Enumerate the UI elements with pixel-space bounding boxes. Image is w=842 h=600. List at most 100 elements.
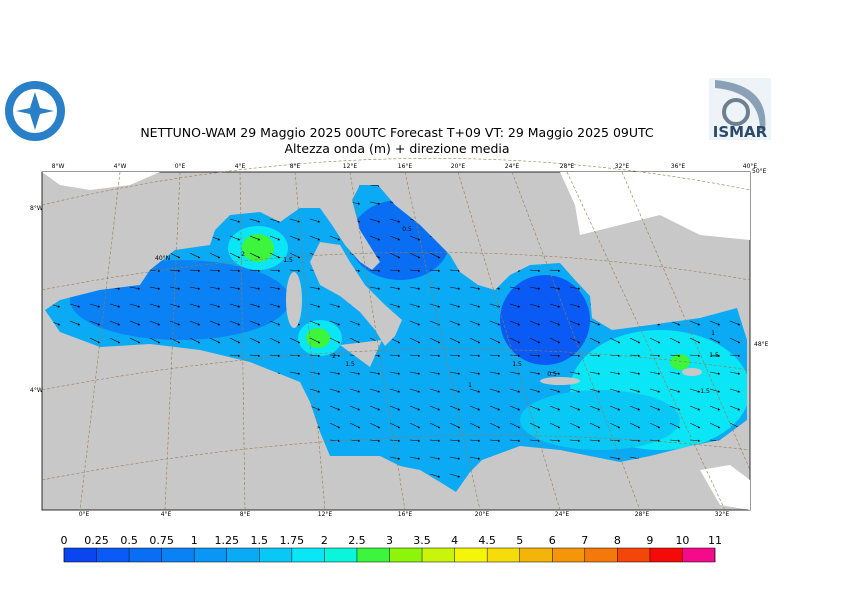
direction-arrow bbox=[129, 286, 141, 290]
lat-label: 4°W bbox=[30, 387, 43, 394]
direction-arrow bbox=[429, 439, 441, 442]
direction-arrow bbox=[329, 337, 341, 344]
colorbar-label: 11 bbox=[708, 534, 722, 547]
direction-arrow bbox=[269, 354, 281, 357]
direction-arrow bbox=[529, 439, 541, 442]
right-logo: ISMAR bbox=[709, 78, 771, 141]
direction-arrow bbox=[249, 303, 261, 308]
direction-arrow bbox=[449, 371, 461, 375]
direction-arrow bbox=[189, 320, 201, 326]
direction-arrow bbox=[529, 405, 541, 411]
direction-arrow bbox=[129, 320, 141, 326]
lon-label: 16°E bbox=[398, 511, 413, 518]
direction-arrow bbox=[369, 185, 381, 187]
direction-arrow bbox=[489, 405, 501, 411]
direction-arrow bbox=[449, 320, 461, 326]
direction-arrow bbox=[689, 337, 701, 344]
subtitle: Altezza onda (m) + direzione media bbox=[284, 141, 509, 156]
direction-arrow bbox=[149, 320, 161, 326]
direction-arrow bbox=[389, 269, 401, 272]
title: NETTUNO-WAM 29 Maggio 2025 00UTC Forecas… bbox=[140, 125, 654, 140]
lon-label: 0°E bbox=[79, 511, 90, 518]
direction-arrow bbox=[429, 286, 441, 290]
direction-arrow bbox=[289, 269, 301, 272]
direction-arrow bbox=[609, 388, 621, 393]
direction-arrow bbox=[269, 337, 281, 344]
direction-arrow bbox=[529, 354, 541, 357]
direction-arrow bbox=[709, 337, 721, 344]
colorbar-label: 0.75 bbox=[149, 534, 174, 547]
lon-label: 36°E bbox=[671, 163, 686, 170]
direction-arrow bbox=[409, 422, 421, 429]
direction-arrow bbox=[649, 337, 661, 344]
direction-arrow bbox=[649, 405, 661, 411]
direction-arrow bbox=[529, 303, 541, 308]
direction-arrow bbox=[629, 439, 641, 442]
direction-arrow bbox=[529, 320, 541, 326]
colorbar-label: 3 bbox=[386, 534, 393, 547]
direction-arrow bbox=[409, 405, 421, 411]
contour-label: 2 bbox=[241, 251, 245, 258]
direction-arrow bbox=[469, 388, 481, 393]
direction-arrow bbox=[629, 371, 641, 375]
direction-arrow bbox=[649, 439, 661, 442]
contour-label: 1 bbox=[711, 330, 715, 337]
direction-arrow bbox=[689, 320, 701, 326]
direction-arrow bbox=[229, 286, 241, 290]
direction-arrow bbox=[569, 371, 581, 375]
direction-arrow bbox=[609, 422, 621, 429]
direction-arrow bbox=[509, 388, 521, 393]
direction-arrow bbox=[309, 286, 321, 290]
lon-label: 24°E bbox=[555, 511, 570, 518]
direction-arrow bbox=[509, 320, 521, 326]
contour-label: 1 bbox=[468, 382, 472, 389]
direction-arrow bbox=[549, 371, 561, 375]
direction-arrow bbox=[389, 252, 401, 259]
direction-arrow bbox=[329, 303, 341, 308]
colorbar-label: 4 bbox=[451, 534, 458, 547]
direction-arrow bbox=[449, 422, 461, 429]
direction-arrow bbox=[409, 269, 421, 272]
direction-arrow bbox=[589, 422, 601, 429]
direction-arrow bbox=[249, 218, 261, 223]
direction-arrow bbox=[189, 252, 201, 259]
direction-arrow bbox=[589, 371, 601, 375]
direction-arrow bbox=[149, 286, 161, 290]
direction-arrow bbox=[529, 371, 541, 375]
contour-label: 1.5 bbox=[700, 388, 710, 395]
direction-arrow bbox=[469, 337, 481, 344]
direction-arrow bbox=[729, 371, 741, 375]
colorbar-box bbox=[487, 548, 520, 562]
direction-arrow bbox=[629, 337, 641, 344]
direction-arrow bbox=[409, 354, 421, 357]
direction-arrow bbox=[449, 303, 461, 308]
direction-arrow bbox=[89, 303, 101, 308]
direction-arrow bbox=[509, 405, 521, 411]
direction-arrow bbox=[289, 235, 301, 241]
direction-arrow bbox=[549, 337, 561, 344]
colorbar-label: 1.5 bbox=[251, 534, 269, 547]
direction-arrow bbox=[689, 388, 701, 393]
colorbar-box bbox=[161, 548, 195, 562]
direction-arrow bbox=[209, 269, 221, 272]
contour-label: 0.5 bbox=[402, 226, 412, 233]
direction-arrow bbox=[549, 303, 561, 308]
direction-arrow bbox=[249, 269, 261, 272]
colorbar-box bbox=[96, 548, 130, 562]
direction-arrow bbox=[329, 354, 341, 357]
contour-label: 2 bbox=[332, 353, 336, 360]
direction-arrow bbox=[549, 286, 561, 290]
direction-arrow bbox=[169, 337, 181, 344]
direction-arrow bbox=[389, 388, 401, 393]
lon-label: 28°E bbox=[635, 511, 650, 518]
colorbar-label: 8 bbox=[614, 534, 621, 547]
direction-arrow bbox=[429, 405, 441, 411]
direction-arrow bbox=[669, 388, 681, 393]
direction-arrow bbox=[509, 422, 521, 429]
direction-arrow bbox=[629, 405, 641, 411]
colorbar-label: 1.25 bbox=[215, 534, 240, 547]
direction-arrow bbox=[429, 473, 441, 478]
direction-arrow bbox=[709, 422, 721, 429]
direction-arrow bbox=[449, 388, 461, 393]
direction-arrow bbox=[429, 371, 441, 375]
